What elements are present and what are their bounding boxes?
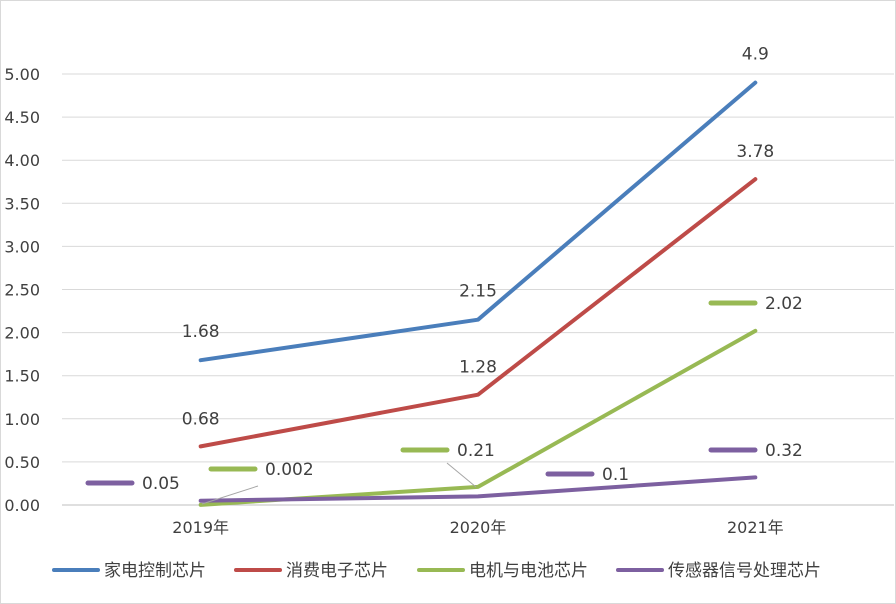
data-label: 0.68 (182, 409, 220, 429)
data-label: 0.1 (602, 465, 629, 485)
series-line-4 (198, 475, 758, 503)
data-label: 0.32 (765, 441, 803, 461)
data-label: 2.02 (765, 294, 803, 314)
y-tick-label: 4.50 (4, 108, 40, 127)
y-tick-label: 5.00 (4, 65, 40, 84)
legend-label-1: 家电控制芯片 (104, 561, 206, 581)
data-label: 0.002 (265, 460, 314, 480)
data-label: 0.21 (457, 441, 495, 461)
x-tick-label: 2021年 (727, 518, 784, 537)
x-tick-label: 2019年 (172, 518, 229, 537)
data-label: 1.68 (182, 322, 220, 342)
x-tick-label: 2020年 (450, 518, 507, 537)
series-line-2 (198, 177, 758, 449)
y-tick-label: 0.00 (4, 496, 40, 515)
y-tick-label: 2.00 (4, 324, 40, 343)
y-tick-label: 3.00 (4, 237, 40, 256)
y-tick-label: 1.00 (4, 410, 40, 429)
legend-label-4: 传感器信号处理芯片 (668, 561, 821, 581)
y-tick-label: 1.50 (4, 367, 40, 386)
legend-label-3: 电机与电池芯片 (469, 561, 588, 581)
leader-line (446, 462, 477, 488)
leader-line (201, 485, 259, 505)
series-line-1 (198, 80, 758, 363)
data-label: 4.9 (742, 45, 769, 65)
y-tick-label: 3.50 (4, 194, 40, 213)
y-tick-label: 2.50 (4, 281, 40, 300)
data-label: 1.28 (459, 358, 497, 378)
data-label: 0.05 (142, 474, 180, 494)
data-label: 2.15 (459, 282, 497, 302)
y-tick-label: 0.50 (4, 453, 40, 472)
data-label: 3.78 (736, 142, 774, 162)
y-tick-label: 4.00 (4, 151, 40, 170)
legend-label-2: 消费电子芯片 (286, 561, 388, 581)
